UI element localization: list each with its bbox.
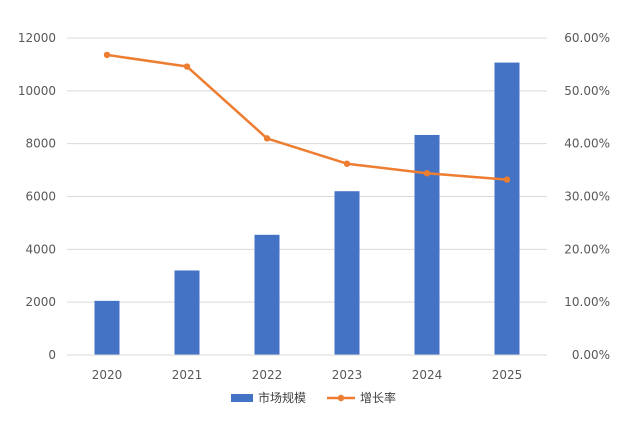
left-tick-label: 8000 bbox=[25, 137, 56, 151]
right-tick-label: 50.00% bbox=[564, 84, 610, 98]
bar-series-market-size bbox=[94, 62, 520, 355]
growth-rate-line bbox=[106, 53, 508, 181]
legend-line-label: 增长率 bbox=[360, 390, 396, 405]
right-tick-label: 60.00% bbox=[564, 31, 610, 45]
gridlines bbox=[67, 37, 547, 303]
x-tick-label: 2020 bbox=[92, 368, 123, 382]
legend: 市场规模 增长率 bbox=[231, 390, 396, 405]
bar-2020 bbox=[94, 300, 120, 355]
right-tick-label: 40.00% bbox=[564, 137, 610, 151]
x-axis-ticks: 2020 2021 2022 2023 2024 2025 bbox=[92, 368, 523, 382]
left-tick-label: 0 bbox=[48, 348, 56, 362]
x-tick-label: 2023 bbox=[332, 368, 363, 382]
x-tick-label: 2022 bbox=[252, 368, 283, 382]
point-2025 bbox=[503, 176, 511, 183]
legend-bar-label: 市场规模 bbox=[258, 390, 306, 405]
legend-line-marker bbox=[337, 394, 345, 402]
left-tick-label: 4000 bbox=[25, 242, 56, 256]
right-tick-label: 10.00% bbox=[564, 295, 610, 309]
x-tick-label: 2021 bbox=[172, 368, 203, 382]
bar-2022 bbox=[254, 234, 280, 355]
x-tick-label: 2024 bbox=[412, 368, 443, 382]
bar-2024 bbox=[414, 134, 440, 355]
legend-bar-swatch bbox=[231, 394, 253, 402]
left-tick-label: 2000 bbox=[25, 295, 56, 309]
point-2022 bbox=[263, 135, 271, 142]
left-tick-label: 12000 bbox=[18, 31, 56, 45]
right-tick-label: 20.00% bbox=[564, 242, 610, 256]
right-y-axis-ticks: 0.00% 10.00% 20.00% 30.00% 40.00% 50.00% 60.00… bbox=[564, 31, 610, 362]
x-tick-label: 2025 bbox=[492, 368, 523, 382]
left-y-axis-ticks: 0 2000 4000 6000 8000 10000 12000 bbox=[18, 31, 56, 362]
point-2021 bbox=[183, 63, 191, 70]
point-2023 bbox=[343, 160, 351, 167]
bar-2025 bbox=[494, 62, 520, 355]
line-series-growth-rate bbox=[103, 51, 511, 183]
bar-2023 bbox=[334, 191, 360, 355]
left-tick-label: 10000 bbox=[18, 84, 56, 98]
left-tick-label: 6000 bbox=[25, 190, 56, 204]
point-2024 bbox=[423, 170, 431, 177]
point-2020 bbox=[103, 51, 111, 59]
bar-2021 bbox=[174, 270, 200, 355]
right-tick-label: 0.00% bbox=[572, 348, 610, 362]
right-tick-label: 30.00% bbox=[564, 190, 610, 204]
